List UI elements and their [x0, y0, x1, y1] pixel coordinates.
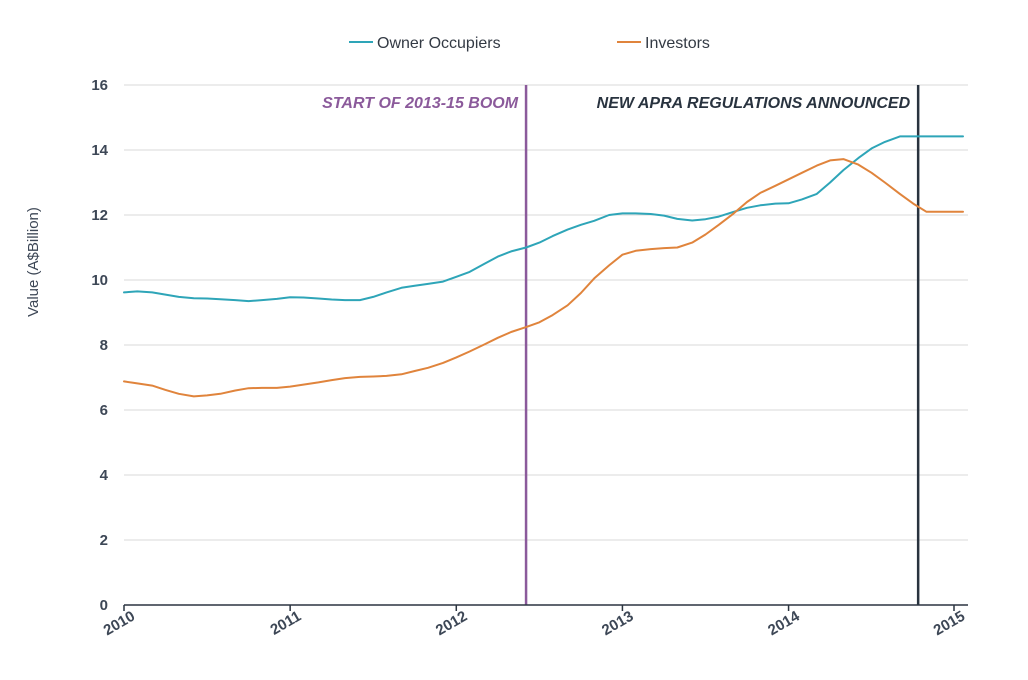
- y-tick-label: 4: [100, 467, 109, 484]
- y-tick-label: 14: [91, 142, 108, 159]
- y-tick-label: 16: [91, 77, 108, 94]
- x-tick-label: 2012: [433, 608, 470, 639]
- legend-label: Owner Occupiers: [377, 35, 501, 52]
- x-tick-label: 2015: [931, 608, 968, 639]
- y-tick-label: 10: [91, 272, 108, 289]
- series-line-owner-occupiers: [123, 135, 964, 303]
- y-tick-label: 0: [100, 597, 108, 614]
- y-tick-label: 8: [100, 337, 108, 354]
- annotation-label: START OF 2013-15 BOOM: [322, 95, 519, 112]
- y-tick-label: 6: [100, 402, 108, 419]
- y-axis-label: Value (A$Billion): [25, 207, 42, 317]
- y-tick-label: 2: [100, 532, 108, 549]
- annotations: START OF 2013-15 BOOM NEW APRA REGULATION…: [322, 85, 920, 605]
- x-tick-label: 2011: [267, 608, 304, 639]
- series-lines: [123, 135, 964, 398]
- legend-label: Investors: [645, 35, 710, 52]
- series-line-investors: [123, 158, 964, 398]
- x-tick-label: 2013: [599, 608, 636, 639]
- gridlines: [124, 84, 968, 541]
- y-tick-label: 12: [91, 207, 108, 224]
- annotation-label: NEW APRA REGULATIONS ANNOUNCED: [597, 95, 911, 112]
- legend: Owner Occupiers Investors: [349, 35, 710, 52]
- x-tick-label: 2014: [765, 607, 803, 639]
